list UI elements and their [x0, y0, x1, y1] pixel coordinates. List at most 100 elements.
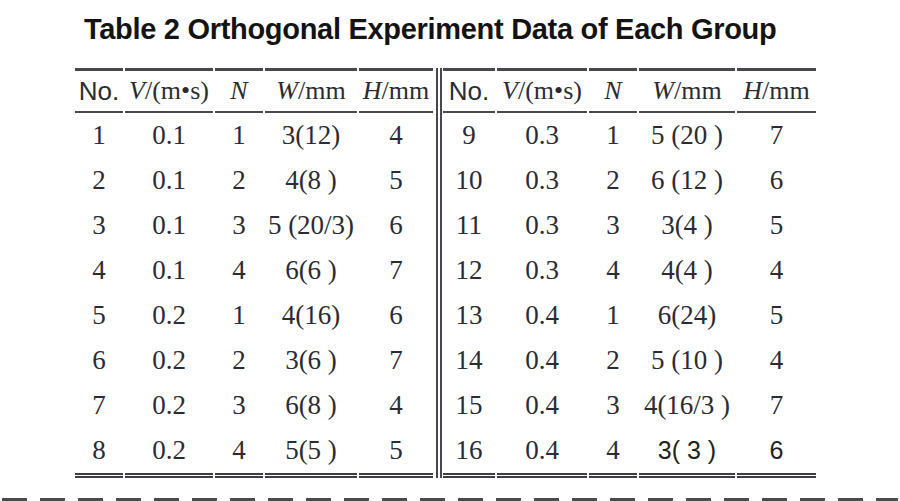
cell-h: 7	[359, 338, 433, 383]
col-header-no: No.	[443, 68, 495, 113]
col-header-n: N	[589, 68, 637, 113]
cell-no: 16	[443, 428, 495, 478]
cell-w: 3(12)	[265, 113, 357, 158]
col-header-n: N	[215, 68, 263, 113]
cell-h: 6	[737, 428, 816, 478]
col-header-v: V/(m•s)	[125, 68, 213, 113]
cell-v: 0.4	[497, 428, 587, 478]
cell-v: 0.3	[497, 158, 587, 203]
table-row: 90.315 (20 )7	[443, 113, 816, 158]
cell-w: 5(5 )	[265, 428, 357, 478]
cell-h: 5	[359, 158, 433, 203]
cell-v: 0.1	[125, 203, 213, 248]
table-caption: Table 2 Orthogonal Experiment Data of Ea…	[84, 13, 776, 46]
cell-n: 2	[215, 158, 263, 203]
col-header-h: H/mm	[359, 68, 433, 113]
cell-n: 2	[215, 338, 263, 383]
cell-v: 0.3	[497, 113, 587, 158]
cell-w: 3(6 )	[265, 338, 357, 383]
cell-w: 6(6 )	[265, 248, 357, 293]
cell-v: 0.4	[497, 383, 587, 428]
cell-n: 3	[589, 203, 637, 248]
cell-no: 2	[75, 158, 123, 203]
cell-n: 3	[215, 383, 263, 428]
cell-no: 12	[443, 248, 495, 293]
cell-h: 6	[737, 158, 816, 203]
table-row: 100.326 (12 )6	[443, 158, 816, 203]
cell-v: 0.2	[125, 428, 213, 478]
cell-h: 7	[737, 383, 816, 428]
cell-n: 2	[589, 338, 637, 383]
cell-n: 3	[589, 383, 637, 428]
cell-n: 4	[215, 428, 263, 478]
orthogonal-table-right: No. V/(m•s) N W/mm H/mm 90.315 (20 )7 10…	[441, 68, 818, 478]
cell-n: 1	[215, 293, 263, 338]
cell-w: 4(16/3 )	[639, 383, 735, 428]
cell-v: 0.3	[497, 203, 587, 248]
cell-no: 13	[443, 293, 495, 338]
cell-n: 4	[589, 428, 637, 478]
table-row: 30.135 (20/3)6	[75, 203, 433, 248]
cell-v: 0.1	[125, 248, 213, 293]
cell-n: 1	[215, 113, 263, 158]
cell-w: 5 (20/3)	[265, 203, 357, 248]
cell-h: 6	[359, 293, 433, 338]
col-header-no: No.	[75, 68, 123, 113]
table-row: 140.425 (10 )4	[443, 338, 816, 383]
cell-h: 4	[359, 383, 433, 428]
cell-v: 0.2	[125, 338, 213, 383]
cell-v: 0.1	[125, 158, 213, 203]
cell-n: 2	[589, 158, 637, 203]
table-row: 80.245(5 )5	[75, 428, 433, 478]
cell-w: 6 (12 )	[639, 158, 735, 203]
cell-w: 6(8 )	[265, 383, 357, 428]
cell-no: 5	[75, 293, 123, 338]
table-row: 110.333(4 )5	[443, 203, 816, 248]
header-row: No. V/(m•s) N W/mm H/mm	[443, 68, 816, 113]
table-row: 150.434(16/3 )7	[443, 383, 816, 428]
cell-h: 6	[359, 203, 433, 248]
cell-h: 7	[359, 248, 433, 293]
cell-h: 5	[737, 293, 816, 338]
table-row: 40.146(6 )7	[75, 248, 433, 293]
cell-no: 14	[443, 338, 495, 383]
cell-w: 6(24)	[639, 293, 735, 338]
cell-no: 10	[443, 158, 495, 203]
cell-v: 0.2	[125, 383, 213, 428]
cell-no: 11	[443, 203, 495, 248]
cell-no: 9	[443, 113, 495, 158]
table-row: 10.113(12)4	[75, 113, 433, 158]
cell-v: 0.4	[497, 338, 587, 383]
cell-n: 1	[589, 293, 637, 338]
table-row: 70.236(8 )4	[75, 383, 433, 428]
cell-no: 7	[75, 383, 123, 428]
header-row: No. V/(m•s) N W/mm H/mm	[75, 68, 433, 113]
cell-h: 5	[359, 428, 433, 478]
table-row: 130.416(24)5	[443, 293, 816, 338]
cell-v: 0.4	[497, 293, 587, 338]
cell-w: 3( 3 )	[639, 428, 735, 478]
cell-no: 8	[75, 428, 123, 478]
cell-w: 5 (20 )	[639, 113, 735, 158]
cell-w: 5 (10 )	[639, 338, 735, 383]
col-header-w: W/mm	[639, 68, 735, 113]
cell-no: 4	[75, 248, 123, 293]
cell-h: 4	[737, 338, 816, 383]
col-header-h: H/mm	[737, 68, 816, 113]
col-header-w: W/mm	[265, 68, 357, 113]
table-row: 50.214(16)6	[75, 293, 433, 338]
cell-w: 3(4 )	[639, 203, 735, 248]
cell-n: 3	[215, 203, 263, 248]
table-row: 120.344(4 )4	[443, 248, 816, 293]
table-row: 60.223(6 )7	[75, 338, 433, 383]
cell-v: 0.3	[497, 248, 587, 293]
cell-v: 0.1	[125, 113, 213, 158]
cell-w: 4(4 )	[639, 248, 735, 293]
cell-no: 15	[443, 383, 495, 428]
table-row: 160.443( 3 )6	[443, 428, 816, 478]
cell-no: 3	[75, 203, 123, 248]
page: { "title": "Table 2 Orthogonal Experimen…	[0, 0, 900, 501]
orthogonal-table-left: No. V/(m•s) N W/mm H/mm 10.113(12)4 20.1…	[73, 68, 435, 478]
cell-h: 7	[737, 113, 816, 158]
cell-w: 4(8 )	[265, 158, 357, 203]
